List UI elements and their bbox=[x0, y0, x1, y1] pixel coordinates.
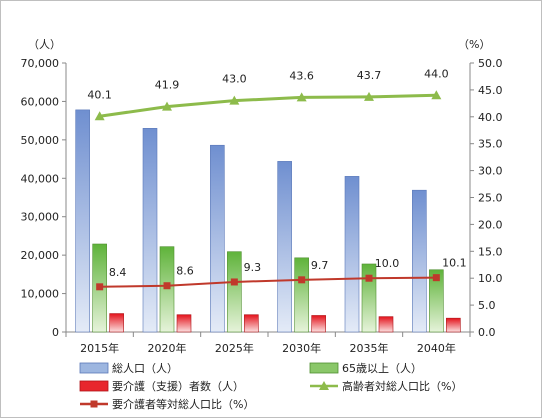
elderly-ratio-data-label: 43.7 bbox=[357, 69, 382, 82]
bar-care-needed bbox=[244, 314, 259, 333]
elderly-ratio-line bbox=[99, 93, 437, 118]
left-tick-label: 30,000 bbox=[21, 211, 60, 224]
legend-elderly-ratio-marker bbox=[319, 381, 329, 390]
bar-age65-plus bbox=[159, 246, 175, 333]
bar-total-population bbox=[142, 128, 158, 333]
right-tick-label: 25.0 bbox=[478, 192, 503, 205]
x-tick-label: 2035年 bbox=[350, 341, 389, 355]
left-tick-label: 70,000 bbox=[21, 57, 60, 70]
care-ratio-data-label: 8.6 bbox=[176, 265, 194, 278]
elderly-ratio-data-label: 44.0 bbox=[424, 67, 449, 80]
elderly-ratio-point bbox=[431, 90, 442, 100]
elderly-ratio-data-label: 43.0 bbox=[222, 73, 247, 86]
care-ratio-data-label: 8.4 bbox=[109, 266, 127, 279]
x-tick-label: 2020年 bbox=[148, 341, 187, 355]
right-tick-label: 5.0 bbox=[478, 299, 496, 312]
bar-age65-plus bbox=[227, 251, 242, 333]
x-tick-label: 2030年 bbox=[282, 341, 321, 355]
bar-age65-plus bbox=[361, 263, 377, 333]
left-tick-label: 10,000 bbox=[21, 288, 60, 301]
care-ratio-point bbox=[298, 276, 306, 284]
care-ratio-point bbox=[365, 274, 373, 282]
bar-age65-plus bbox=[429, 269, 444, 333]
legend-care-needed-swatch bbox=[79, 380, 109, 392]
care-ratio-point bbox=[230, 278, 238, 286]
bar-total-population bbox=[277, 161, 292, 333]
bar-total-population bbox=[75, 109, 90, 333]
right-tick-label: 35.0 bbox=[478, 138, 503, 151]
left-axis-unit: （人） bbox=[28, 38, 61, 51]
care-ratio-data-label: 9.3 bbox=[244, 261, 262, 274]
right-tick-label: 45.0 bbox=[478, 84, 503, 97]
right-tick-label: 20.0 bbox=[478, 218, 503, 231]
right-tick-label: 0.0 bbox=[478, 326, 496, 339]
care-ratio-data-label: 10.0 bbox=[375, 257, 400, 270]
legend-elderly-ratio-label: 高齢者対総人口比（%） bbox=[342, 379, 462, 393]
left-tick-label: 0 bbox=[52, 326, 59, 339]
care-ratio-point bbox=[163, 282, 171, 290]
bar-care-needed bbox=[311, 315, 326, 333]
elderly-ratio-point bbox=[229, 95, 240, 105]
legend-care-ratio-marker bbox=[90, 400, 98, 408]
bar-total-population bbox=[412, 189, 427, 333]
x-tick-label: 2040年 bbox=[417, 341, 456, 355]
elderly-ratio-data-label: 41.9 bbox=[155, 79, 180, 92]
legend-total-population-label: 総人口（人） bbox=[112, 361, 178, 375]
left-tick-label: 20,000 bbox=[21, 249, 60, 262]
left-tick-label: 50,000 bbox=[21, 134, 60, 147]
elderly-ratio-point bbox=[162, 101, 172, 111]
bar-total-population bbox=[210, 144, 225, 333]
x-tick-label: 2025年 bbox=[215, 341, 254, 355]
bar-care-needed bbox=[176, 314, 192, 333]
legend-age65-plus-swatch bbox=[309, 362, 339, 374]
right-tick-label: 50.0 bbox=[478, 57, 503, 70]
elderly-ratio-point bbox=[94, 111, 105, 121]
x-tick-label: 2015年 bbox=[80, 341, 119, 355]
bar-care-needed bbox=[109, 313, 124, 333]
elderly-ratio-data-label: 40.1 bbox=[87, 88, 112, 101]
elderly-ratio-point bbox=[296, 92, 307, 102]
care-ratio-data-label: 10.1 bbox=[442, 257, 467, 270]
bar-total-population bbox=[344, 176, 360, 333]
left-tick-label: 40,000 bbox=[21, 172, 60, 185]
bar-age65-plus bbox=[294, 257, 309, 333]
right-tick-label: 40.0 bbox=[478, 111, 503, 124]
right-tick-label: 30.0 bbox=[478, 165, 503, 178]
bar-care-needed bbox=[378, 316, 394, 333]
right-tick-label: 15.0 bbox=[478, 245, 503, 258]
legend-total-population-swatch bbox=[79, 362, 109, 374]
right-axis-unit: （%） bbox=[458, 38, 490, 51]
care-ratio-data-label: 9.7 bbox=[311, 259, 329, 272]
care-ratio-point bbox=[432, 274, 440, 282]
elderly-ratio-point bbox=[364, 91, 374, 101]
care-ratio-line bbox=[99, 276, 437, 288]
left-tick-label: 60,000 bbox=[21, 95, 60, 108]
care-ratio-point bbox=[96, 283, 104, 291]
legend-care-needed-label: 要介護（支援）者数（人） bbox=[112, 379, 244, 393]
legend-care-ratio-label: 要介護者等対総人口比（%） bbox=[112, 397, 254, 411]
legend-age65-plus-label: 65歳以上（人） bbox=[342, 362, 422, 375]
bar-care-needed bbox=[446, 317, 461, 333]
right-tick-label: 10.0 bbox=[478, 272, 503, 285]
elderly-ratio-data-label: 43.6 bbox=[289, 69, 314, 82]
